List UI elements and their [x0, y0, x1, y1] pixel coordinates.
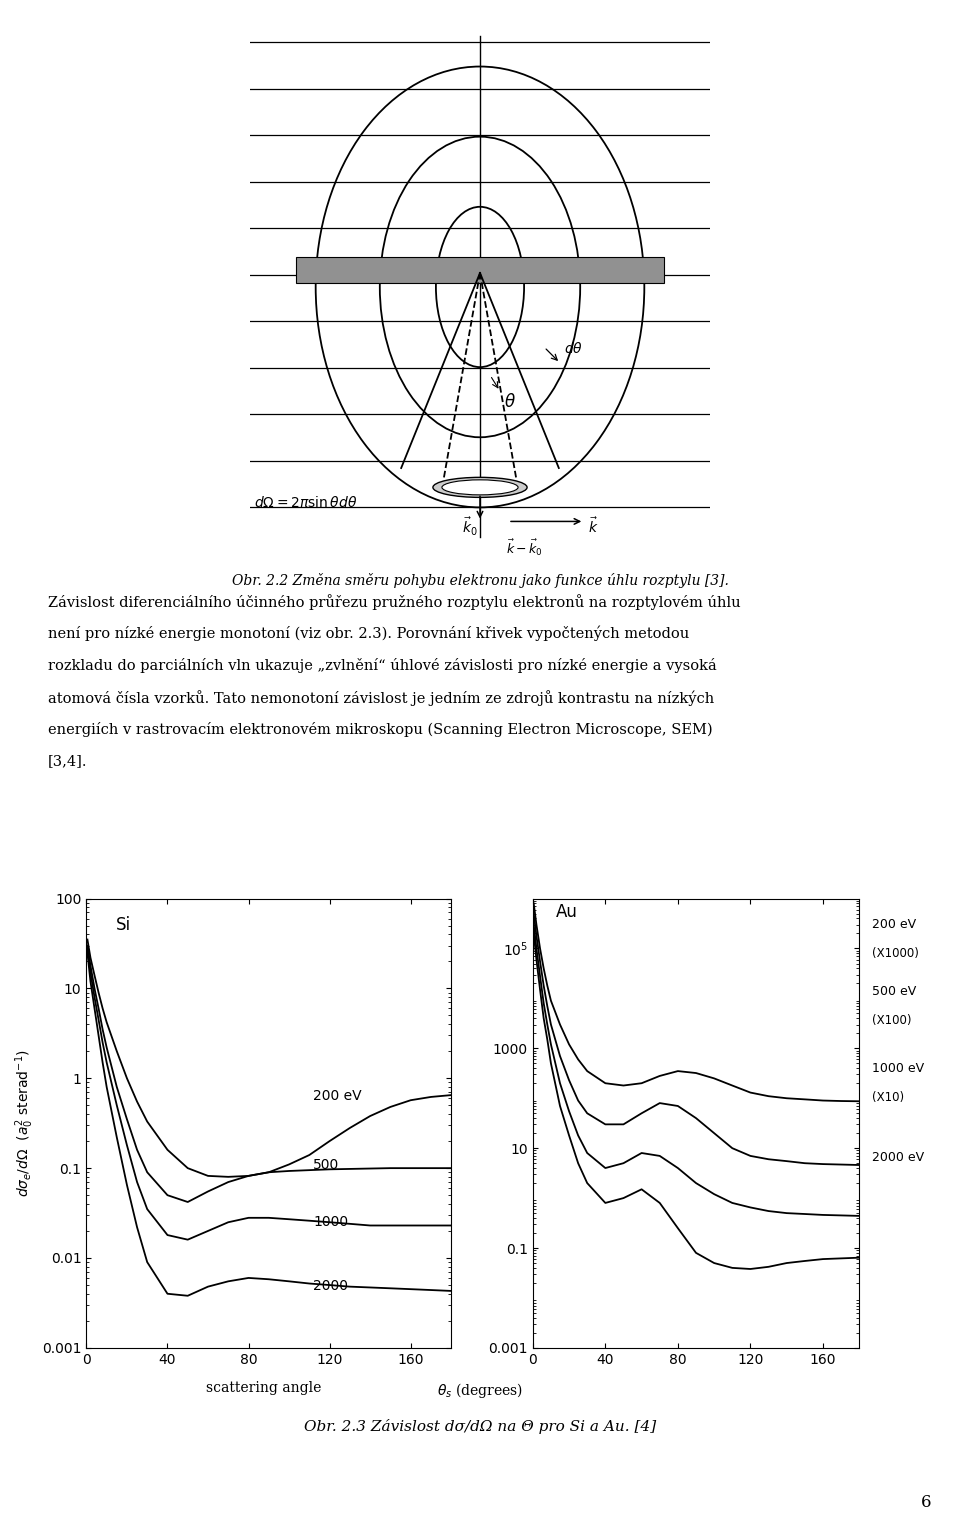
- Text: 2000: 2000: [313, 1279, 348, 1293]
- Text: 2000 eV: 2000 eV: [873, 1151, 924, 1165]
- Text: Au: Au: [556, 903, 578, 920]
- Text: 6: 6: [921, 1494, 931, 1511]
- Text: 1000 eV: 1000 eV: [873, 1062, 924, 1075]
- Text: $\vec{k}-\vec{k}_0$: $\vec{k}-\vec{k}_0$: [506, 538, 543, 557]
- Text: atomová čísla vzorků. Tato nemonotoní závislost je jedním ze zdrojů kontrastu na: atomová čísla vzorků. Tato nemonotoní zá…: [48, 690, 714, 705]
- Ellipse shape: [442, 480, 518, 495]
- Text: rozkladu do parciálních vln ukazuje „zvlnění“ úhlové závislosti pro nízké energi: rozkladu do parciálních vln ukazuje „zvl…: [48, 658, 717, 673]
- Text: 200 eV: 200 eV: [313, 1089, 362, 1103]
- Text: $\vec{k}$: $\vec{k}$: [588, 516, 599, 536]
- Text: $\vec{k}_0$: $\vec{k}_0$: [462, 516, 478, 538]
- Text: Si: Si: [115, 915, 131, 934]
- Text: Obr. 2.2 Změna směru pohybu elektronu jako funkce úhlu rozptylu [3].: Obr. 2.2 Změna směru pohybu elektronu ja…: [231, 573, 729, 588]
- Text: energiích v rastrovacím elektronovém mikroskopu (Scanning Electron Microscope, S: energiích v rastrovacím elektronovém mik…: [48, 722, 712, 737]
- Text: není pro nízké energie monotoní (viz obr. 2.3). Porovnání křivek vypočtených met: není pro nízké energie monotoní (viz obr…: [48, 626, 689, 641]
- Text: 200 eV: 200 eV: [873, 918, 917, 931]
- Ellipse shape: [433, 477, 527, 498]
- Text: Závislost diferenciálního účinného průřezu pružného rozptylu elektronů na rozpty: Závislost diferenciálního účinného průře…: [48, 594, 740, 609]
- Text: $d\theta$: $d\theta$: [564, 341, 583, 356]
- Text: (X10): (X10): [873, 1090, 904, 1104]
- Text: Obr. 2.3 Závislost dσ/dΩ na Θ pro Si a Au. [4]: Obr. 2.3 Závislost dσ/dΩ na Θ pro Si a A…: [304, 1419, 656, 1435]
- Text: 500: 500: [313, 1159, 340, 1173]
- Text: $\theta_s$ (degrees): $\theta_s$ (degrees): [437, 1381, 523, 1400]
- Text: $d\Omega = 2\pi\sin\theta d\theta$: $d\Omega = 2\pi\sin\theta d\theta$: [253, 495, 357, 510]
- Text: (X100): (X100): [873, 1014, 912, 1028]
- Y-axis label: $d\sigma_e / d\Omega$  $(a_0^2\ \mathrm{sterad}^{-1})$: $d\sigma_e / d\Omega$ $(a_0^2\ \mathrm{s…: [13, 1049, 36, 1197]
- FancyBboxPatch shape: [296, 257, 664, 283]
- Text: 500 eV: 500 eV: [873, 985, 917, 998]
- Text: 1000: 1000: [313, 1215, 348, 1229]
- Text: [3,4].: [3,4].: [48, 754, 87, 768]
- Text: scattering angle: scattering angle: [206, 1381, 322, 1395]
- Text: $\theta$: $\theta$: [504, 393, 516, 411]
- Text: (X1000): (X1000): [873, 947, 919, 959]
